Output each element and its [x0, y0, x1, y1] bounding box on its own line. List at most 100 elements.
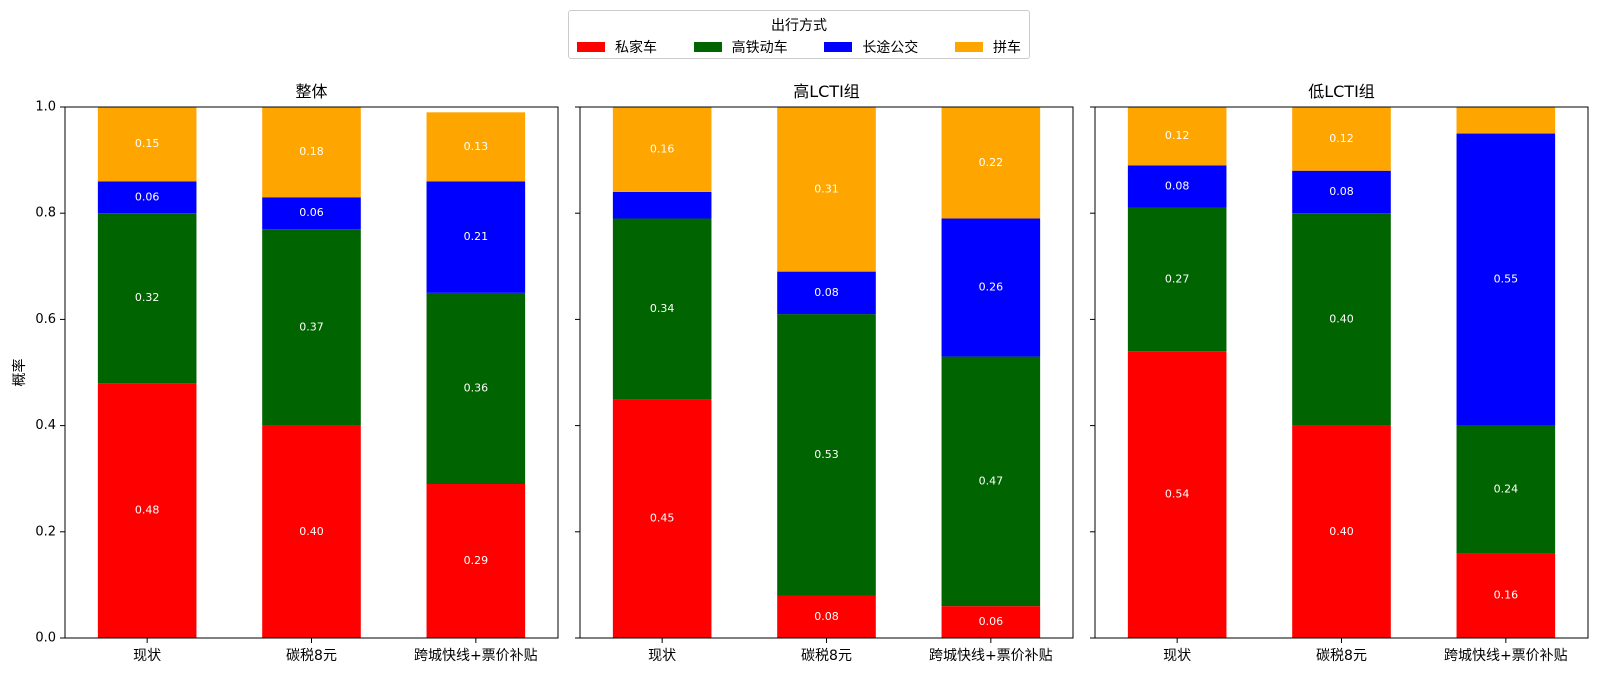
legend: 出行方式 私家车 高铁动车 长途公交 拼车 [568, 10, 1030, 59]
bar-label-1-2-2: 0.37 [299, 320, 324, 333]
bar-label-3-2-3: 0.08 [1329, 185, 1354, 198]
y-tick-label-1: 0.0 [35, 631, 56, 646]
panel-title-2: 高LCTI组 [793, 82, 860, 101]
legend-swatch-2 [693, 42, 722, 52]
bar-label-2-2-3: 0.08 [814, 286, 839, 299]
panel-title-1: 整体 [295, 82, 327, 101]
x-tick-label-2-3: 跨城快线+票价补贴 [929, 648, 1053, 664]
legend-item-1: 私家车 [577, 37, 657, 57]
bar-segment-2-2-2 [777, 314, 876, 596]
bar-label-2-2-1: 0.08 [814, 610, 839, 623]
bar-label-3-3-2: 0.24 [1494, 482, 1519, 495]
legend-item-3: 长途公交 [824, 37, 918, 57]
bar-label-3-3-1: 0.16 [1494, 589, 1519, 602]
bar-segment-1-3-3 [426, 181, 526, 293]
bar-segment-3-1-2 [1127, 207, 1227, 352]
bar-label-3-2-2: 0.40 [1329, 312, 1354, 325]
legend-label-1: 私家车 [615, 40, 657, 56]
bar-segment-3-1-4 [1127, 107, 1227, 166]
bar-label-3-1-3: 0.08 [1165, 180, 1190, 193]
bar-segment-1-3-1 [426, 484, 526, 638]
legend-items: 私家车 高铁动车 长途公交 拼车 [577, 37, 1021, 57]
y-axis-label: 概率 [11, 359, 28, 387]
bar-label-1-2-4: 0.18 [299, 145, 324, 158]
x-tick-label-2-1: 现状 [648, 648, 676, 664]
bar-segment-3-3-1 [1456, 553, 1556, 638]
bar-segment-2-1-2 [612, 218, 712, 400]
y-tick-label-4: 0.6 [35, 312, 56, 327]
bar-label-2-2-2: 0.53 [814, 448, 839, 461]
legend-swatch-4 [954, 42, 983, 52]
bar-label-1-3-4: 0.13 [464, 140, 489, 153]
bar-segment-1-2-1 [262, 425, 361, 638]
bar-segment-3-1-3 [1127, 165, 1227, 208]
bar-segment-1-2-4 [262, 107, 361, 198]
legend-title: 出行方式 [771, 18, 827, 34]
x-tick-label-1-1: 现状 [133, 648, 161, 664]
y-tick-label-5: 0.8 [35, 206, 56, 221]
bar-label-1-2-1: 0.40 [299, 525, 324, 538]
bar-label-1-1-1: 0.48 [135, 504, 160, 517]
bar-segment-3-2-3 [1292, 170, 1391, 214]
bar-label-3-1-1: 0.54 [1165, 488, 1190, 501]
bar-label-1-3-3: 0.21 [464, 230, 489, 243]
bar-label-2-1-4: 0.16 [650, 142, 675, 155]
bar-label-3-1-2: 0.27 [1165, 273, 1190, 286]
bar-label-1-1-4: 0.15 [135, 137, 160, 150]
legend-label-3: 长途公交 [862, 40, 919, 56]
bar-segment-1-3-2 [426, 292, 526, 485]
bar-label-2-1-1: 0.45 [650, 512, 675, 525]
bar-segment-2-2-1 [777, 595, 876, 638]
bar-segment-2-3-2 [941, 356, 1041, 607]
bar-segment-2-1-1 [612, 399, 712, 638]
bar-segment-2-3-4 [941, 107, 1041, 219]
bar-segment-3-3-3 [1456, 133, 1556, 426]
legend-swatch-1 [577, 42, 605, 52]
bar-segment-3-3-2 [1456, 425, 1556, 554]
legend-label-4: 拼车 [992, 40, 1021, 56]
bar-segment-1-1-3 [97, 181, 197, 214]
bar-label-2-1-2: 0.34 [650, 302, 675, 315]
bar-label-2-3-3: 0.26 [979, 281, 1004, 294]
x-tick-label-3-1: 现状 [1163, 648, 1191, 664]
y-tick-label-3: 0.4 [35, 418, 56, 433]
bar-segment-2-1-4 [612, 107, 712, 192]
bar-segment-2-1-3 [612, 191, 712, 219]
bar-segment-2-3-3 [941, 218, 1041, 357]
bar-segment-3-2-1 [1292, 425, 1391, 638]
legend-item-4: 拼车 [954, 37, 1021, 57]
bar-label-2-3-4: 0.22 [979, 156, 1004, 169]
bar-label-1-1-2: 0.32 [135, 291, 160, 304]
panel-title-3: 低LCTI组 [1308, 82, 1375, 101]
x-tick-label-1-2: 碳税8元 [286, 648, 337, 664]
bar-label-2-3-2: 0.47 [979, 474, 1004, 487]
bar-label-3-2-1: 0.40 [1329, 525, 1354, 538]
bar-segment-2-3-1 [941, 606, 1041, 638]
bar-segment-1-2-3 [262, 197, 361, 230]
legend-swatch-3 [824, 42, 853, 52]
bar-label-3-1-4: 0.12 [1165, 129, 1190, 142]
bar-label-2-3-1: 0.06 [979, 615, 1004, 628]
bar-label-1-2-3: 0.06 [299, 206, 324, 219]
bar-label-3-3-3: 0.55 [1494, 273, 1519, 286]
x-tick-label-2-2: 碳税8元 [801, 648, 852, 664]
bar-segment-1-3-4 [426, 112, 526, 182]
bar-label-2-2-4: 0.31 [814, 182, 839, 195]
bar-segment-1-2-2 [262, 229, 361, 426]
bar-label-1-3-2: 0.36 [464, 381, 489, 394]
x-tick-label-3-2: 碳税8元 [1316, 648, 1367, 664]
bar-segment-2-2-3 [777, 271, 876, 315]
bar-label-1-3-1: 0.29 [464, 554, 489, 567]
bar-label-1-1-3: 0.06 [135, 190, 160, 203]
legend-label-2: 高铁动车 [731, 40, 788, 56]
bar-segment-3-1-1 [1127, 351, 1227, 638]
bar-segment-3-3-4 [1456, 107, 1556, 134]
bar-label-3-2-4: 0.12 [1329, 132, 1354, 145]
y-tick-label-2: 0.2 [35, 524, 56, 539]
bar-segment-1-1-1 [97, 383, 197, 638]
legend-item-2: 高铁动车 [693, 37, 788, 57]
bar-segment-3-2-4 [1292, 107, 1391, 171]
bar-segment-1-1-4 [97, 107, 197, 182]
